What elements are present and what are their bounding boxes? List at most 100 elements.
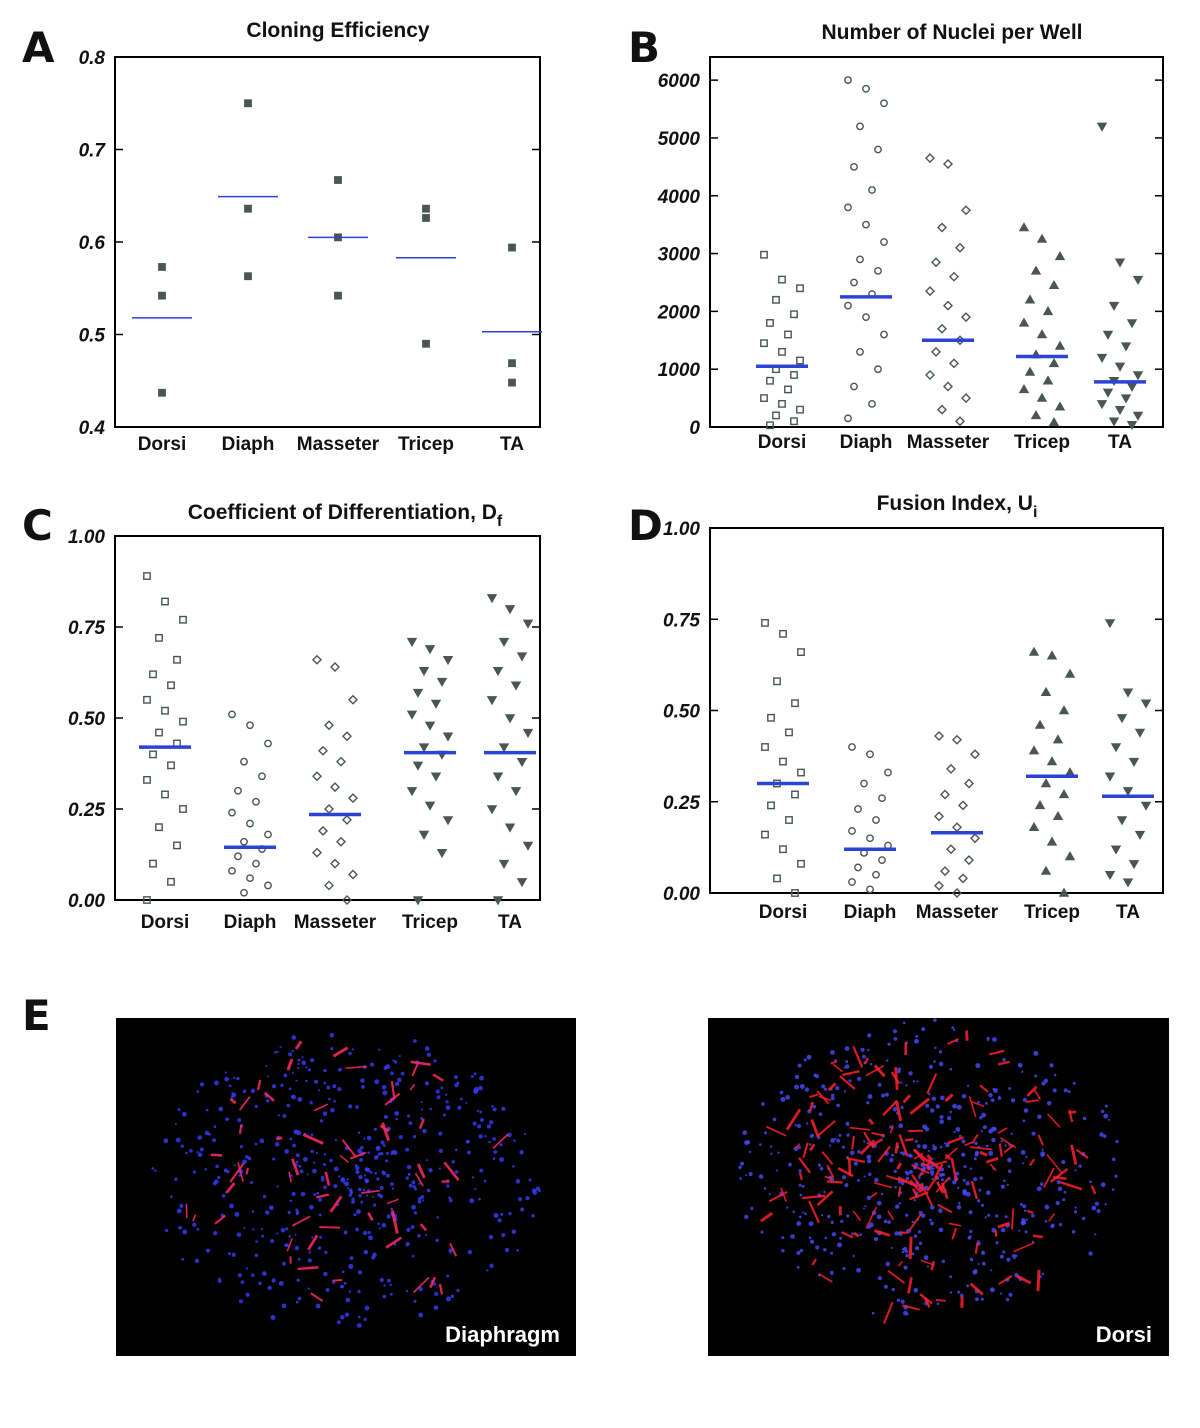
cell-nucleus: [913, 1080, 915, 1082]
cell-nucleus: [921, 1027, 925, 1031]
cell-nucleus: [422, 1129, 426, 1133]
cell-nucleus: [938, 1208, 943, 1213]
cell-nucleus: [390, 1284, 392, 1286]
cell-nucleus: [380, 1152, 383, 1155]
cell-nucleus: [1047, 1101, 1051, 1105]
data-point: [855, 806, 861, 812]
data-point: [786, 729, 792, 735]
data-point: [159, 292, 165, 298]
data-point: [1038, 394, 1046, 401]
cell-nucleus: [929, 1219, 932, 1222]
cell-nucleus: [1094, 1233, 1096, 1235]
cell-nucleus: [365, 1179, 369, 1183]
cell-nucleus: [990, 1287, 995, 1292]
cell-nucleus: [987, 1214, 990, 1217]
cell-nucleus: [473, 1089, 478, 1094]
data-point: [965, 856, 973, 864]
cell-nucleus: [358, 1270, 362, 1274]
cell-nucleus: [290, 1200, 292, 1202]
data-point: [1066, 853, 1074, 860]
data-point: [245, 100, 251, 106]
cell-nucleus: [425, 1234, 427, 1236]
cell-nucleus: [909, 1170, 913, 1174]
cell-nucleus: [394, 1111, 399, 1116]
data-point: [762, 831, 768, 837]
data-point: [162, 791, 168, 797]
data-point: [867, 886, 873, 892]
cell-nucleus: [261, 1228, 263, 1230]
data-point: [1106, 773, 1114, 780]
cell-nucleus: [262, 1271, 267, 1276]
cell-nucleus: [251, 1274, 254, 1277]
cell-nucleus: [321, 1178, 324, 1181]
data-point: [1048, 758, 1056, 765]
cell-nucleus: [891, 1247, 893, 1249]
cell-nucleus: [800, 1194, 803, 1197]
y-tick-label: 0.8: [79, 48, 106, 69]
data-point: [926, 287, 934, 295]
cell-nucleus: [990, 1269, 992, 1271]
cell-nucleus: [966, 1284, 969, 1287]
cell-nucleus: [1002, 1250, 1005, 1253]
cell-nucleus: [1083, 1117, 1087, 1121]
cell-nucleus: [962, 1189, 967, 1194]
cell-nucleus: [1007, 1158, 1012, 1163]
cell-nucleus: [836, 1139, 840, 1143]
cell-nucleus: [498, 1218, 502, 1222]
cell-nucleus: [750, 1207, 753, 1210]
data-point: [488, 697, 496, 704]
plot-frame: [710, 528, 1163, 893]
cell-nucleus: [374, 1128, 377, 1131]
data-point: [245, 273, 251, 279]
data-point: [761, 340, 767, 346]
data-point: [768, 802, 774, 808]
cell-nucleus: [276, 1233, 278, 1235]
cell-nucleus: [1022, 1204, 1026, 1208]
data-point: [1026, 368, 1034, 375]
cell-nucleus: [392, 1187, 394, 1189]
data-point: [879, 857, 885, 863]
cell-nucleus: [457, 1106, 461, 1110]
cell-nucleus: [953, 1029, 955, 1031]
cell-nucleus: [785, 1095, 790, 1100]
cell-nucleus: [438, 1131, 442, 1135]
cell-nucleus: [970, 1168, 972, 1170]
cell-nucleus: [308, 1068, 311, 1071]
y-tick-label: 0.25: [663, 793, 700, 814]
data-point: [798, 769, 804, 775]
cell-nucleus: [830, 1252, 833, 1255]
cell-nucleus: [977, 1199, 980, 1202]
cell-nucleus: [320, 1119, 323, 1122]
cell-nucleus: [981, 1298, 984, 1301]
cell-nucleus: [364, 1250, 369, 1255]
cell-nucleus: [844, 1067, 846, 1069]
data-point: [162, 708, 168, 714]
cell-nucleus: [291, 1050, 293, 1052]
cell-nucleus: [238, 1273, 242, 1277]
x-tick-label: Dorsi: [758, 432, 807, 453]
cell-nucleus: [913, 1288, 918, 1293]
cell-nucleus: [229, 1084, 232, 1087]
cell-nucleus: [832, 1232, 836, 1236]
cell-nucleus: [985, 1216, 987, 1218]
data-point: [869, 401, 875, 407]
cell-nucleus: [255, 1240, 258, 1243]
data-point: [1136, 832, 1144, 839]
cell-nucleus: [1001, 1140, 1003, 1142]
cell-nucleus: [392, 1060, 394, 1062]
cell-nucleus: [272, 1084, 276, 1088]
cell-nucleus: [1114, 1175, 1117, 1178]
myotube: [211, 1155, 222, 1156]
myotube: [1033, 1236, 1043, 1237]
cell-nucleus: [1034, 1075, 1037, 1078]
cell-nucleus: [261, 1235, 264, 1238]
data-point: [873, 817, 879, 823]
cell-nucleus: [934, 1047, 936, 1049]
data-point: [1098, 401, 1106, 408]
cell-nucleus: [298, 1258, 301, 1261]
data-point: [1030, 823, 1038, 830]
cell-nucleus: [212, 1138, 216, 1142]
cell-nucleus: [978, 1263, 980, 1265]
cell-nucleus: [759, 1174, 763, 1178]
y-tick-label: 0.00: [663, 884, 700, 905]
